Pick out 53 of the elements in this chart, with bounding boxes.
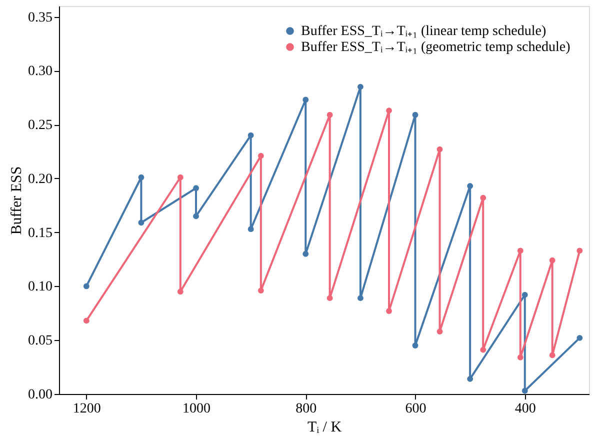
point [480, 346, 486, 353]
x-tick-label: 800 [296, 402, 317, 416]
y-tick-label: 0.05 [28, 334, 52, 349]
x-axis-title: Tᵢ / K [307, 420, 342, 436]
point [248, 226, 254, 232]
point [522, 292, 528, 298]
x-tick-label: 1000 [182, 402, 211, 416]
y-tick-label: 0.25 [28, 118, 52, 134]
point [138, 174, 144, 180]
y-tick-label: 0.35 [28, 10, 52, 26]
point [302, 96, 309, 103]
point [326, 112, 333, 118]
point [177, 288, 184, 295]
point [302, 250, 309, 257]
point [258, 152, 264, 159]
legend-label: Buffer ESS_Tᵢ→Tᵢ₊₁ (linear temp schedule) [301, 24, 546, 39]
point [357, 295, 364, 302]
point [177, 174, 184, 180]
point [517, 354, 524, 360]
point [326, 295, 333, 302]
point [436, 146, 443, 152]
y-tick-label: 0.20 [28, 172, 52, 187]
point [83, 283, 90, 290]
point [522, 388, 528, 394]
point [436, 328, 443, 334]
x-tick-label: 600 [405, 402, 426, 416]
point [138, 220, 144, 226]
point [412, 342, 418, 348]
point [386, 308, 392, 314]
point [193, 213, 199, 220]
point [576, 335, 583, 341]
point [576, 248, 583, 254]
y-tick-label: 0.15 [28, 226, 52, 241]
point [549, 257, 556, 264]
x-tick-label: 400 [514, 402, 536, 416]
y-tick-label: 0.30 [28, 64, 52, 80]
point [412, 112, 418, 118]
point [467, 376, 474, 382]
y-tick-label: 0.00 [28, 388, 52, 402]
point [549, 352, 556, 358]
y-tick-label: 0.10 [28, 280, 52, 295]
y-axis-title: Buffer ESS [9, 166, 25, 235]
point [386, 108, 392, 114]
point [357, 84, 364, 90]
point [258, 288, 264, 294]
point [83, 318, 90, 324]
point [193, 185, 199, 192]
point [480, 194, 486, 201]
point [248, 132, 254, 138]
x-tick-label: 1200 [72, 402, 101, 416]
point [517, 248, 524, 254]
legend-label: Buffer ESS_Tᵢ→Tᵢ₊₁ (geometric temp schedule) [301, 40, 571, 55]
point [467, 183, 474, 189]
